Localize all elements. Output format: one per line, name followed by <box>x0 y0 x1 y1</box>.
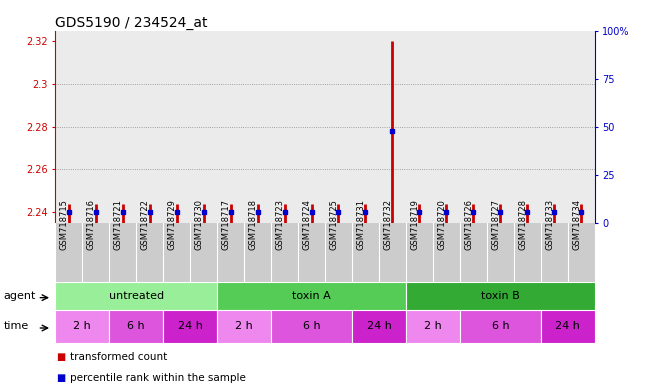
Text: GSM718723: GSM718723 <box>276 199 285 250</box>
Text: GSM718717: GSM718717 <box>222 199 231 250</box>
Text: ■: ■ <box>57 373 66 383</box>
Bar <box>541 310 595 343</box>
Text: ■: ■ <box>57 352 66 362</box>
Bar <box>352 310 406 343</box>
Text: time: time <box>3 321 29 331</box>
Text: GSM718722: GSM718722 <box>140 199 150 250</box>
Text: toxin A: toxin A <box>292 291 331 301</box>
Text: GSM718732: GSM718732 <box>384 199 393 250</box>
Bar <box>109 310 163 343</box>
Text: 6 h: 6 h <box>303 321 320 331</box>
Text: 2 h: 2 h <box>424 321 442 331</box>
Text: percentile rank within the sample: percentile rank within the sample <box>70 373 246 383</box>
Text: GSM718718: GSM718718 <box>248 199 257 250</box>
Text: GSM718724: GSM718724 <box>302 199 311 250</box>
Text: GSM718720: GSM718720 <box>437 199 447 250</box>
Text: 2 h: 2 h <box>235 321 253 331</box>
Text: GSM718725: GSM718725 <box>330 199 339 250</box>
Bar <box>217 282 406 310</box>
Text: 24 h: 24 h <box>367 321 391 331</box>
Text: 6 h: 6 h <box>491 321 509 331</box>
Text: 2 h: 2 h <box>73 321 91 331</box>
Text: GSM718727: GSM718727 <box>491 199 500 250</box>
Text: 24 h: 24 h <box>555 321 580 331</box>
Text: agent: agent <box>3 291 36 301</box>
Text: GSM718715: GSM718715 <box>60 199 69 250</box>
Bar <box>163 310 217 343</box>
Text: GSM718730: GSM718730 <box>194 199 203 250</box>
Text: GSM718719: GSM718719 <box>410 199 419 250</box>
Text: GSM718731: GSM718731 <box>356 199 365 250</box>
Text: GSM718733: GSM718733 <box>545 199 554 250</box>
Text: transformed count: transformed count <box>70 352 167 362</box>
Text: GSM718726: GSM718726 <box>464 199 473 250</box>
Bar <box>406 282 595 310</box>
Text: 6 h: 6 h <box>127 321 145 331</box>
Text: GDS5190 / 234524_at: GDS5190 / 234524_at <box>55 16 208 30</box>
Bar <box>217 310 271 343</box>
Text: GSM718729: GSM718729 <box>168 199 177 250</box>
Bar <box>406 310 460 343</box>
Bar <box>460 310 541 343</box>
Text: GSM718721: GSM718721 <box>114 199 123 250</box>
Text: GSM718734: GSM718734 <box>572 199 581 250</box>
Text: 24 h: 24 h <box>177 321 203 331</box>
Bar <box>271 310 352 343</box>
Text: toxin B: toxin B <box>481 291 520 301</box>
Text: untreated: untreated <box>109 291 164 301</box>
Text: GSM718716: GSM718716 <box>86 199 96 250</box>
Text: GSM718728: GSM718728 <box>518 199 527 250</box>
Bar <box>55 282 217 310</box>
Bar <box>55 310 109 343</box>
